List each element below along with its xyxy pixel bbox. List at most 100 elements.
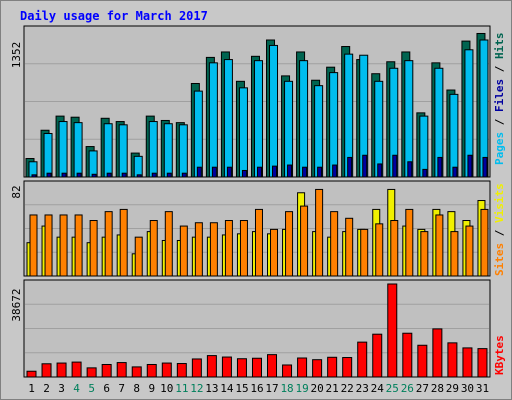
files-bar	[223, 59, 233, 178]
sites-bar	[254, 208, 263, 277]
sites-bar	[239, 220, 248, 277]
legend-sep-1: /	[493, 112, 506, 132]
pages-bar	[347, 156, 353, 178]
kbytes-bar	[191, 358, 202, 378]
day-label: 4	[73, 382, 80, 395]
day-label: 13	[205, 382, 218, 395]
kbytes-bar	[477, 348, 488, 378]
files-bar	[238, 87, 248, 178]
legend-sep-2: /	[493, 59, 506, 79]
pages-bar	[287, 164, 293, 178]
files-bar	[404, 60, 414, 178]
legend-visits: Visits	[493, 183, 506, 223]
pages-bar	[377, 163, 383, 178]
sites-bar	[405, 208, 414, 277]
kbytes-bar	[342, 357, 353, 378]
pages-bar	[241, 169, 247, 178]
day-label: 31	[476, 382, 489, 395]
files-bar	[178, 124, 188, 178]
kbytes-bar	[206, 355, 217, 378]
day-label: 28	[431, 382, 444, 395]
pages-bar	[467, 154, 473, 178]
files-bar	[58, 121, 68, 178]
day-label: 19	[295, 382, 308, 395]
kbytes-bar	[176, 363, 187, 378]
files-bar	[479, 39, 489, 178]
kbytes-bar	[236, 358, 247, 378]
day-label: 10	[160, 382, 173, 395]
pages-bar	[136, 174, 142, 178]
sites-bar	[375, 223, 384, 277]
hits-ymax-label: 1352	[10, 42, 23, 69]
sites-bar	[164, 211, 173, 277]
day-axis-labels: 1 2 3 4 5 6 7 8 9 10 11 12 13 14 15 16 17 18 19 20 21 22 23 24 2…	[28, 382, 489, 395]
chart-title: Daily usage for March 2017	[20, 9, 208, 23]
files-bar	[133, 155, 143, 178]
files-bar	[253, 60, 263, 178]
day-label: 11	[175, 382, 188, 395]
sites-bar	[134, 236, 143, 277]
kbytes-bar	[251, 357, 262, 378]
day-label: 8	[133, 382, 140, 395]
sites-bar	[119, 208, 128, 277]
sites-bar	[465, 225, 474, 277]
day-label: 29	[446, 382, 459, 395]
pages-bar	[256, 166, 262, 178]
legend-files: Files	[493, 79, 506, 112]
kbytes-bar	[297, 357, 308, 378]
files-bar	[148, 121, 158, 178]
sites-bar	[209, 222, 218, 277]
pages-bar	[31, 174, 37, 178]
files-bar	[88, 150, 98, 178]
legend-pages: Pages	[493, 132, 506, 165]
kbytes-bar	[417, 344, 428, 378]
files-bar	[419, 115, 429, 178]
legend-kbytes: KBytes	[493, 335, 506, 375]
sites-ymax-label: 82	[10, 185, 23, 198]
kbytes-bar	[221, 356, 232, 378]
pages-bar	[196, 166, 202, 178]
sites-bar	[44, 214, 53, 277]
day-label: 27	[416, 382, 429, 395]
files-bar	[103, 123, 113, 178]
pages-bar	[46, 172, 52, 178]
sites-bar	[390, 220, 399, 277]
pages-bar	[91, 173, 97, 178]
pages-bar	[121, 172, 127, 178]
kbytes-bar	[282, 364, 293, 378]
pages-bar	[317, 166, 323, 178]
pages-bar	[211, 166, 217, 178]
files-bar	[118, 124, 128, 178]
kbytes-bar	[26, 370, 37, 378]
pages-bar	[61, 172, 67, 178]
kbytes-bar	[146, 363, 157, 378]
day-label: 1	[28, 382, 35, 395]
sites-bar	[74, 214, 83, 277]
kbytes-bar	[131, 366, 142, 378]
kbytes-bar	[86, 367, 97, 378]
pages-bar	[437, 156, 443, 178]
pages-bar	[482, 156, 488, 178]
files-bar	[73, 122, 83, 178]
kbytes-right-legend: KBytes	[493, 335, 506, 375]
kbytes-bar	[116, 362, 127, 378]
kbytes-bar	[41, 363, 52, 378]
sites-right-legend: Sites / Visits	[493, 183, 506, 276]
kbytes-bar	[372, 333, 383, 378]
pages-bar	[181, 172, 187, 178]
day-label: 12	[190, 382, 203, 395]
sites-bar	[104, 211, 113, 277]
pages-bar	[407, 161, 413, 178]
kbytes-bar	[402, 332, 413, 378]
pages-bar	[76, 172, 82, 178]
day-label: 16	[250, 382, 263, 395]
files-bar	[163, 123, 173, 178]
legend-sites: Sites	[493, 243, 506, 276]
sites-bar	[450, 231, 459, 277]
files-bar	[299, 60, 309, 178]
day-label: 25	[386, 382, 399, 395]
sites-bar	[360, 228, 369, 277]
kbytes-bar	[357, 341, 368, 378]
files-bar	[329, 72, 339, 178]
